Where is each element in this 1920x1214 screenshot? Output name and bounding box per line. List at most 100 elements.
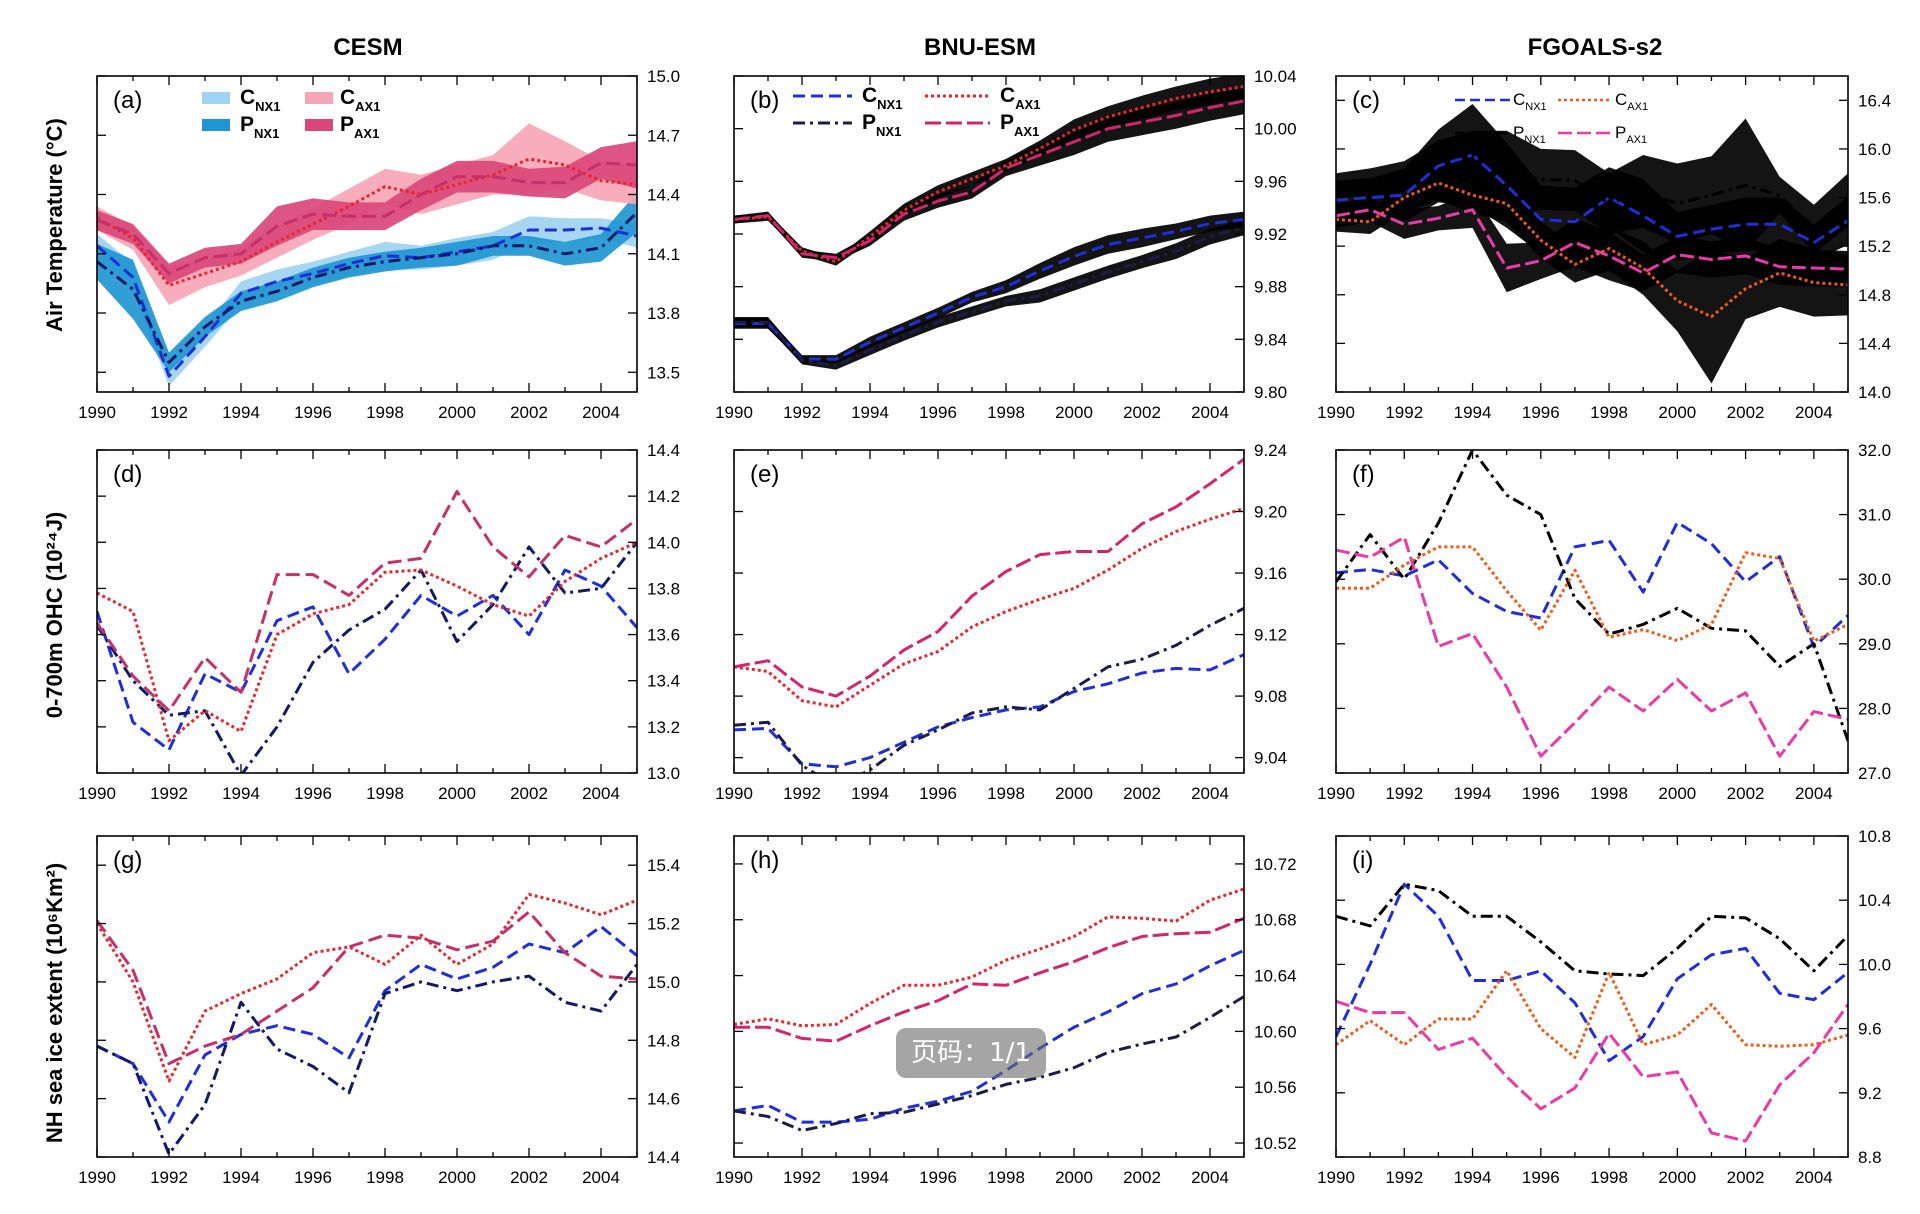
legend-label-p-ax1: PAX1: [1000, 111, 1039, 139]
y-tick-label: 8.8: [1858, 1148, 1882, 1167]
band-p-ax1: [734, 87, 1244, 262]
legend-label-p-nx1: PNX1: [240, 113, 279, 141]
plot-frame: [733, 449, 1245, 774]
legend-label-c-ax1: CAX1: [1615, 90, 1648, 113]
plot-area-d: [97, 490, 637, 773]
legend-label-c-nx1: CNX1: [240, 86, 280, 114]
x-tick-label: 1990: [78, 1168, 116, 1187]
y-tick-label: 9.2: [1858, 1084, 1882, 1103]
x-tick-label: 1996: [1522, 403, 1560, 422]
y-tick-label: 9.84: [1254, 330, 1287, 349]
x-tick-label: 1992: [150, 784, 188, 803]
series-line-c-ax1: [97, 157, 637, 287]
y-tick-label: 10.0: [1858, 955, 1891, 974]
plot-area-h: [734, 887, 1244, 1132]
y-tick-label: 10.8: [1858, 827, 1891, 846]
panel-label-d: (d): [113, 461, 142, 488]
series-line-c-nx1: [734, 949, 1244, 1124]
panel-b: 1990 1992 1994 1996 1998 2000 2002 2004 9.80 9.84…: [715, 67, 1296, 422]
x-tick-label: 2002: [510, 784, 548, 803]
series-line-p-nx1: [1336, 882, 1848, 978]
y-tick-label: 15.6: [1858, 189, 1891, 208]
x-tick-label: 2000: [438, 403, 476, 422]
panel-label-g: (g): [113, 847, 142, 874]
x-tick-label: 2000: [1658, 1168, 1696, 1187]
legend-swatch-p-ax1: [305, 119, 333, 131]
y-tick-label: 14.4: [1858, 334, 1891, 353]
legend-swatch-c-nx1: [202, 92, 230, 104]
y-tick-label: 16.4: [1858, 91, 1891, 110]
y-tick-label: 10.64: [1254, 967, 1297, 986]
panel-label-b: (b): [750, 87, 779, 114]
series-line-c-ax1: [1336, 545, 1848, 643]
x-tick-label: 2000: [1055, 784, 1093, 803]
y-tick-label: 13.2: [647, 718, 680, 737]
x-tick-label: 2002: [1123, 784, 1161, 803]
y-tick-label: 10.4: [1858, 891, 1891, 910]
x-tick-label: 1990: [715, 784, 753, 803]
x-tick-label: 1992: [783, 784, 821, 803]
x-tick-label: 2004: [1191, 1168, 1229, 1187]
series-line-p-nx1: [734, 607, 1244, 773]
plot-frame: [96, 449, 638, 774]
y-tick-label: 9.80: [1254, 383, 1287, 402]
y-tick-label: 29.0: [1858, 635, 1891, 654]
x-tick-label: 2002: [1727, 403, 1765, 422]
plot-frame: [1335, 835, 1849, 1158]
x-tick-label: 2004: [1191, 403, 1229, 422]
x-tick-label: 1994: [851, 403, 889, 422]
x-tick-label: 1992: [1385, 1168, 1423, 1187]
y-tick-label: 9.04: [1254, 749, 1287, 768]
y-tick-label: 10.68: [1254, 911, 1297, 930]
series-line-c-nx1: [1336, 882, 1848, 1063]
x-tick-label: 1994: [851, 784, 889, 803]
row-label-sea-ice-extent: NH sea ice extent (10⁶Km²): [42, 863, 67, 1143]
x-tick-label: 1998: [366, 1168, 404, 1187]
y-tick-label: 16.0: [1858, 140, 1891, 159]
plot-area-f: [1336, 450, 1848, 758]
x-tick-label: 2004: [1795, 403, 1833, 422]
legend-label-c-ax1: CAX1: [340, 86, 380, 114]
y-tick-label: 15.2: [647, 915, 680, 934]
band-p-nx1: [97, 192, 637, 373]
series-line-p-ax1: [734, 457, 1244, 698]
panel-e: 1990 1992 1994 1996 1998 2000 2002 2004 9.04 9.08…: [715, 441, 1287, 803]
y-tick-label: 13.8: [647, 304, 680, 323]
y-tick-label: 14.2: [647, 487, 680, 506]
series-line-c-nx1: [734, 218, 1244, 361]
y-tick-label: 9.08: [1254, 687, 1287, 706]
series-line-p-nx1: [97, 211, 637, 364]
y-tick-label: 13.0: [647, 764, 680, 783]
panel-label-c: (c): [1352, 87, 1380, 114]
series-line-c-ax1: [1336, 181, 1848, 319]
y-tick-label: 15.2: [1858, 237, 1891, 256]
plot-area-g: [97, 892, 637, 1156]
plot-area-a: [97, 123, 637, 387]
series-line-c-ax1: [1336, 969, 1848, 1059]
x-tick-label: 1994: [222, 403, 260, 422]
series-line-c-nx1: [97, 226, 637, 378]
series-line-c-nx1: [734, 653, 1244, 769]
x-tick-label: 2002: [510, 403, 548, 422]
x-tick-label: 2000: [1658, 403, 1696, 422]
panel-a: 1990 1992 1994 1996 1998 2000 2002 2004 13.5 13.8…: [78, 67, 680, 422]
x-tick-label: 1996: [1522, 784, 1560, 803]
row-label-air-temperature: Air Temperature (°C): [42, 118, 67, 332]
page-number-watermark: 页码：1/1: [896, 1028, 1046, 1078]
x-tick-label: 2004: [1191, 784, 1229, 803]
series-line-p-nx1: [1336, 153, 1848, 231]
legend-label-p-ax1: PAX1: [340, 113, 379, 141]
panel-h: 1990 1992 1994 1996 1998 2000 2002 2004 10.52 10.…: [715, 835, 1297, 1187]
x-tick-label: 1990: [715, 1168, 753, 1187]
panel-label-i: (i): [1352, 847, 1373, 874]
y-tick-label: 9.16: [1254, 564, 1287, 583]
x-tick-label: 2004: [582, 403, 620, 422]
x-tick-label: 1998: [366, 784, 404, 803]
x-tick-label: 2004: [1795, 784, 1833, 803]
series-line-c-ax1: [734, 506, 1244, 709]
plot-frame: [733, 835, 1245, 1158]
row-label-ocean-heat-content: 0-700m OHC (10²⁴J): [42, 512, 67, 719]
legend-label-c-ax1: CAX1: [1000, 84, 1040, 112]
y-tick-label: 9.92: [1254, 225, 1287, 244]
y-tick-label: 14.8: [1858, 286, 1891, 305]
